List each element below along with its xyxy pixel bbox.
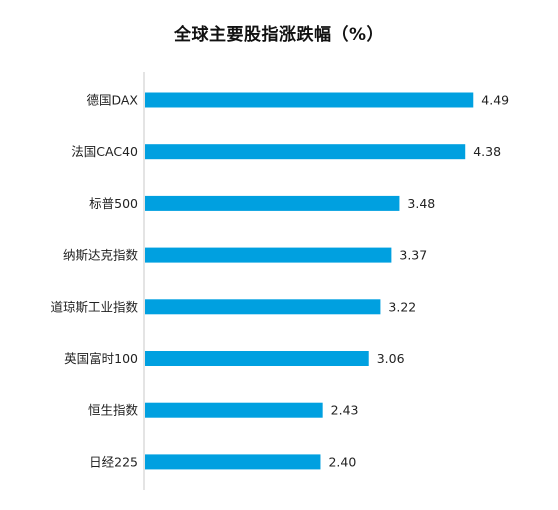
bar bbox=[145, 92, 474, 108]
chart-title: 全球主要股指涨跌幅（%） bbox=[173, 25, 385, 45]
value-label: 4.38 bbox=[473, 144, 501, 159]
value-label: 3.48 bbox=[407, 196, 435, 211]
bar bbox=[145, 247, 392, 263]
value-label: 3.22 bbox=[388, 299, 416, 314]
bars-group: 德国DAX 4.49 法国CAC40 4.38 标普500 3.48 纳斯达克指数 3.37 道… bbox=[50, 92, 509, 470]
category-label: 英国富时100 bbox=[64, 351, 138, 366]
category-label: 纳斯达克指数 bbox=[63, 248, 139, 263]
category-label: 道琼斯工业指数 bbox=[50, 299, 138, 314]
value-label: 3.06 bbox=[377, 351, 405, 366]
bar bbox=[145, 351, 369, 366]
value-label: 2.43 bbox=[331, 403, 359, 418]
value-label: 3.37 bbox=[399, 248, 427, 263]
bar bbox=[145, 402, 323, 418]
category-label: 标普500 bbox=[89, 196, 138, 211]
category-label: 日经225 bbox=[89, 454, 138, 469]
category-label: 法国CAC40 bbox=[71, 144, 138, 159]
bar bbox=[145, 299, 381, 315]
value-label: 2.40 bbox=[328, 454, 356, 469]
category-label: 德国DAX bbox=[86, 93, 138, 108]
value-label: 4.49 bbox=[481, 93, 509, 108]
bar bbox=[145, 454, 321, 470]
bar bbox=[145, 144, 466, 160]
bar bbox=[145, 195, 400, 211]
category-label: 恒生指数 bbox=[88, 403, 139, 418]
